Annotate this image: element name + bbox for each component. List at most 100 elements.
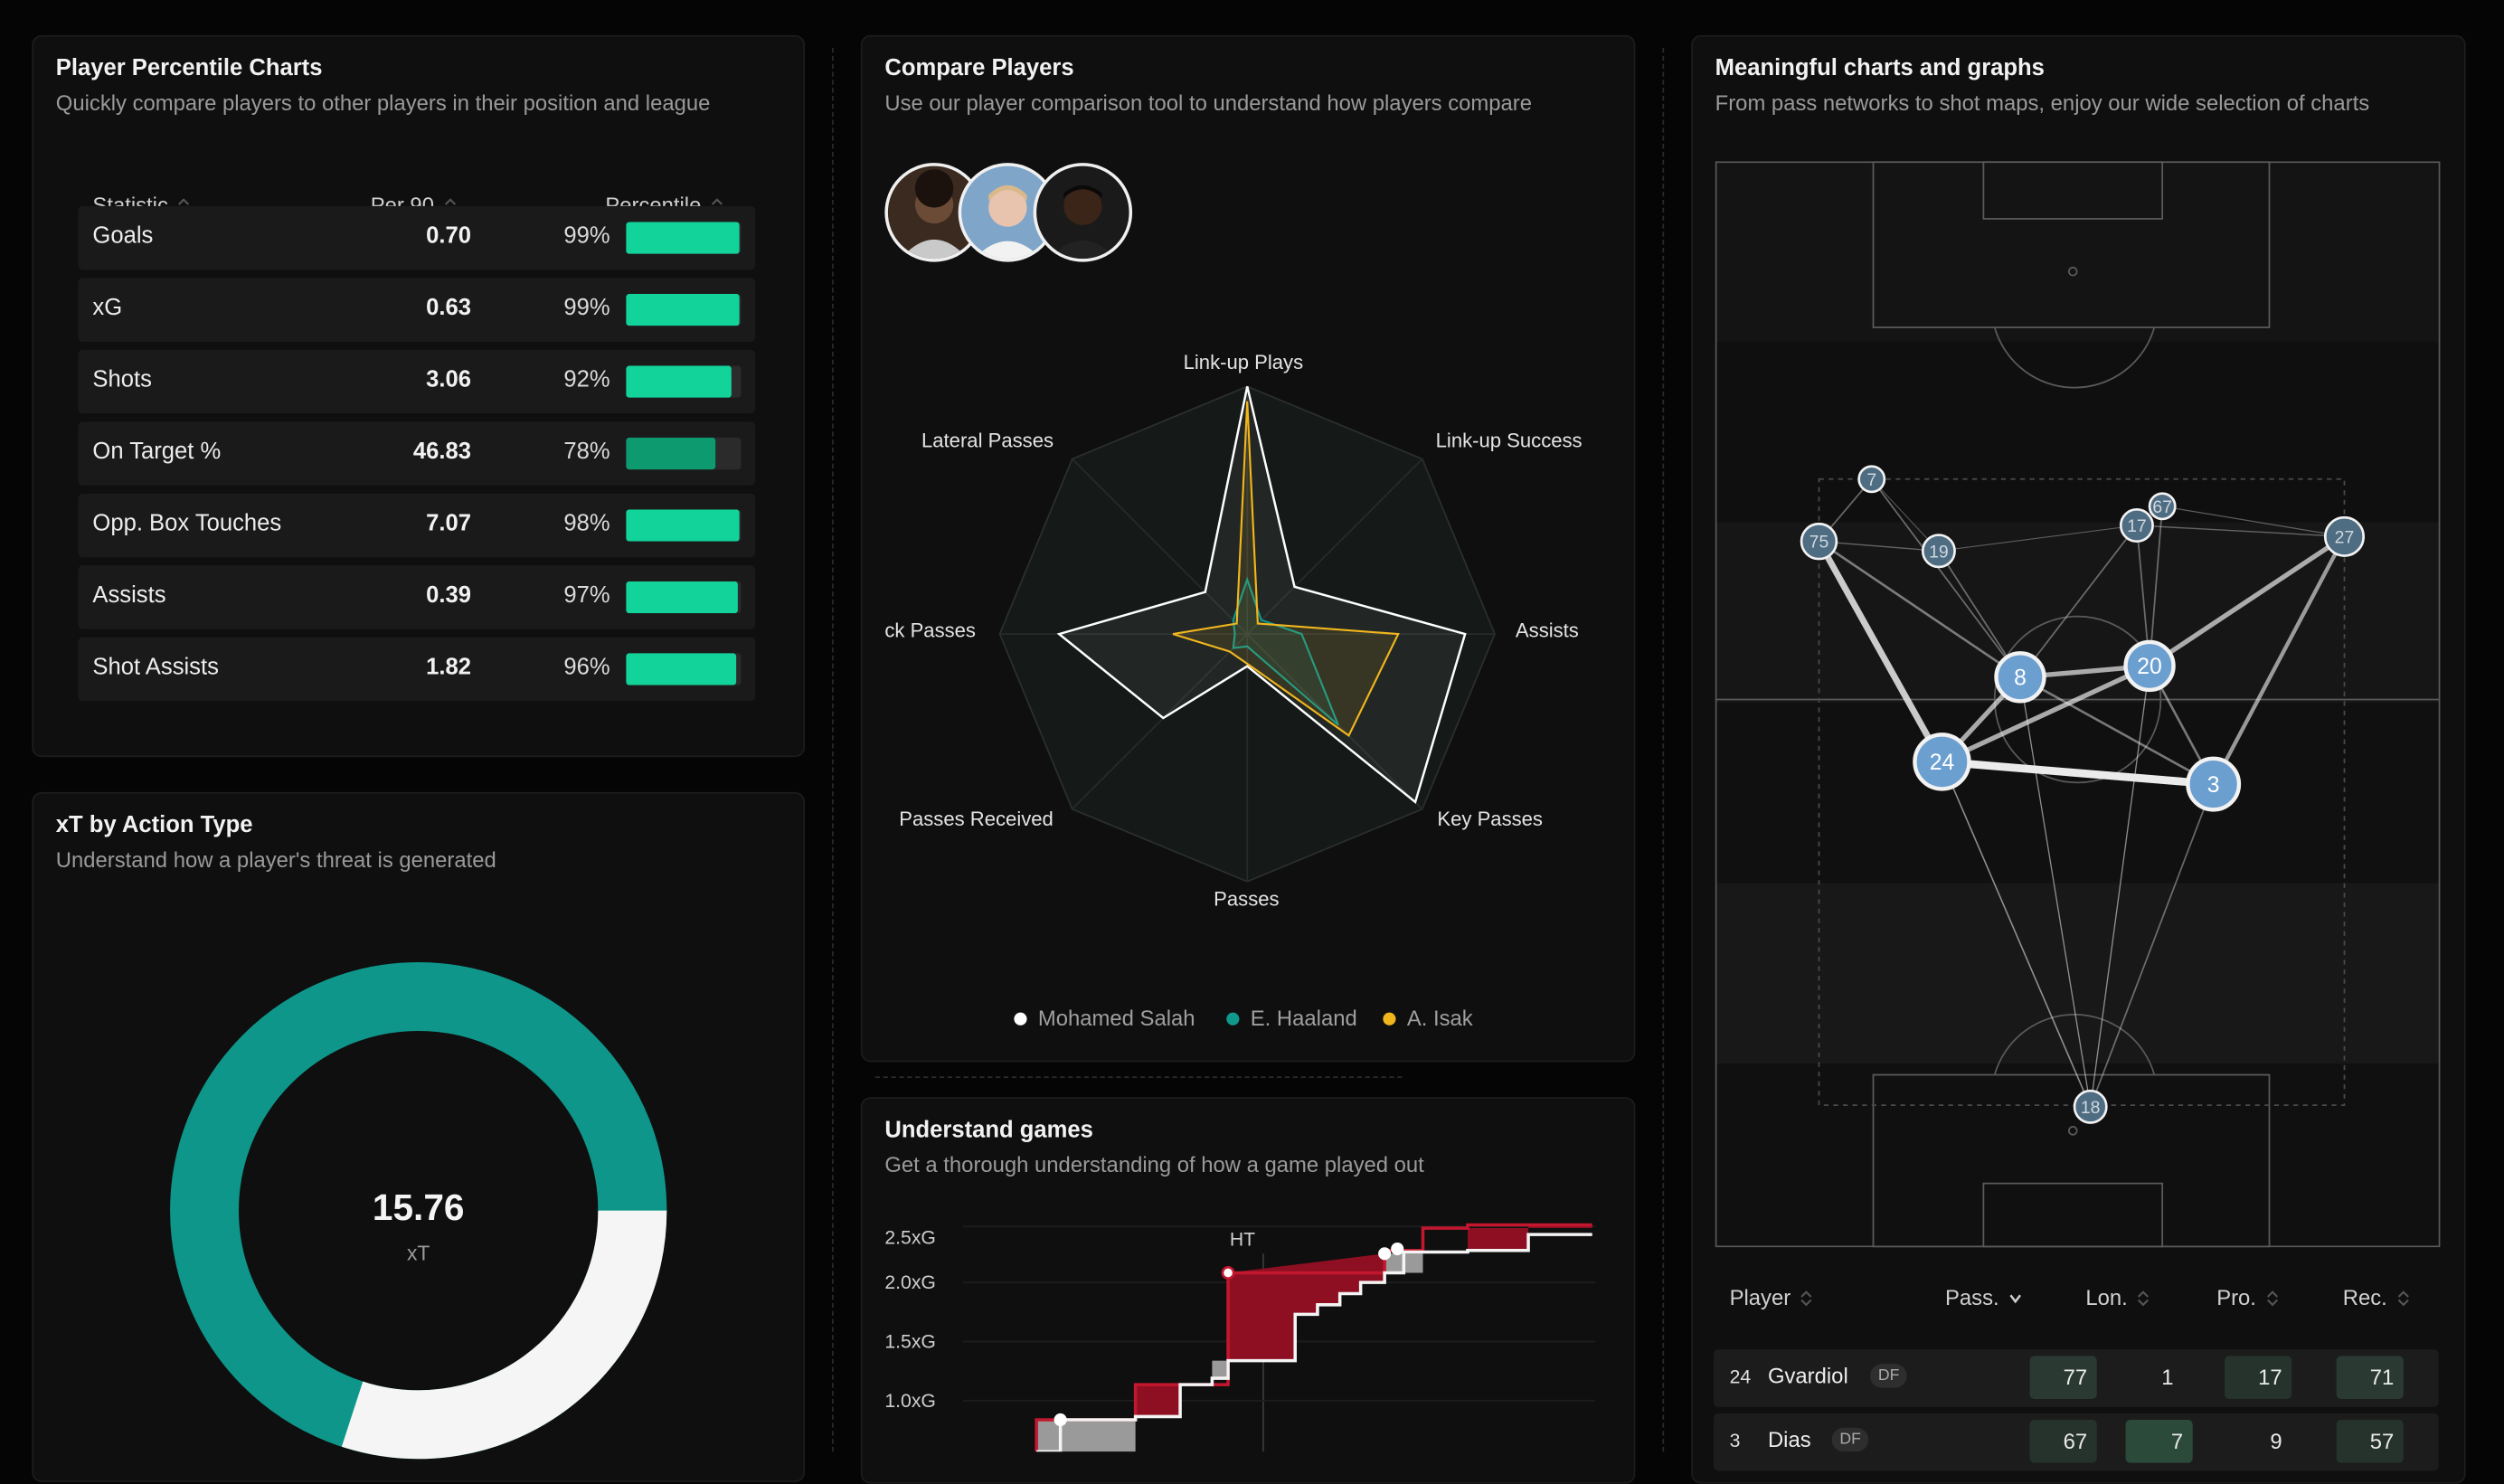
chevron-down-icon (2008, 1294, 2021, 1304)
radar-spoke (1072, 633, 1248, 810)
player-node[interactable] (1994, 651, 2046, 704)
column-header-passes[interactable]: Pass. (1945, 1286, 2021, 1309)
percentile-value: 99% (563, 295, 610, 321)
percentile-bar (626, 365, 742, 398)
per90-value: 0.70 (426, 223, 471, 250)
percentile-bar (626, 509, 742, 542)
column-header-received[interactable]: Rec. (2343, 1286, 2410, 1309)
percentile-bar (626, 581, 742, 614)
legend-item-haaland[interactable]: E. Haaland (1226, 1007, 1357, 1030)
sort-icon (2138, 1290, 2150, 1307)
player-node[interactable] (2323, 515, 2366, 557)
card-subtitle: From pass networks to shot maps, enjoy o… (1715, 90, 2370, 116)
player-node[interactable] (1913, 733, 1971, 791)
donut-segment-white[interactable] (341, 1210, 667, 1460)
sort-icon (1800, 1290, 1812, 1307)
player-node[interactable] (1921, 534, 1956, 569)
player-number: 3 (1729, 1429, 1741, 1452)
table-row[interactable]: Goals 0.70 99% (78, 205, 756, 270)
percentile-bar-fill (626, 509, 739, 542)
stat-name: Assists (92, 582, 166, 609)
radar-series-mohamed-salah[interactable] (1056, 386, 1467, 805)
percentile-bar-fill (626, 365, 732, 398)
radar-axis-label: Lateral Passes (921, 430, 1054, 452)
stat-name: Goals (92, 223, 154, 250)
percentile-value: 92% (563, 367, 610, 393)
radar-axis-label: Passes (1214, 887, 1280, 911)
player-node[interactable] (2123, 639, 2176, 693)
xg-diff-area-gray (1036, 1253, 1423, 1452)
position-badge: DF (1831, 1427, 1869, 1452)
position-badge: DF (1869, 1364, 1908, 1388)
table-row[interactable]: Assists 0.39 97% (78, 565, 756, 629)
player-node-label: 19 (1929, 542, 1949, 562)
percentile-bar (626, 437, 742, 470)
player-node[interactable] (2073, 1089, 2108, 1124)
pass-edge (2148, 534, 2346, 668)
table-row[interactable]: 24 Gvardiol DF 77 1 17 71 (1713, 1349, 2439, 1407)
table-row[interactable]: xG 0.63 99% (78, 278, 756, 342)
percentile-bar (626, 653, 742, 685)
player-node-label: 67 (2152, 497, 2172, 517)
percentile-bar-fill (626, 293, 741, 326)
legend-label: A. Isak (1406, 1006, 1473, 1031)
pass-edge (1942, 757, 2215, 789)
table-row[interactable]: 3 Dias DF 67 7 9 57 (1713, 1413, 2439, 1471)
header-label: Rec. (2342, 1285, 2387, 1310)
table-row[interactable]: Shot Assists 1.82 96% (78, 637, 756, 702)
player-number: 24 (1729, 1365, 1752, 1388)
home-xg-line (1035, 1223, 1592, 1452)
stat-name: xG (92, 295, 123, 321)
legend-item-isak[interactable]: A. Isak (1383, 1006, 1473, 1031)
avatar-isak[interactable] (1033, 163, 1133, 262)
table-row[interactable]: Shots 3.06 92% (78, 349, 756, 414)
pass-edge (2162, 506, 2345, 537)
pass-edge (2019, 676, 2215, 786)
per90-value: 7.07 (426, 511, 471, 537)
player-node[interactable] (1800, 522, 1838, 561)
radar-grid (998, 385, 1496, 883)
percentile-bar-fill (626, 581, 738, 614)
pass-edge (1941, 664, 2151, 764)
pass-edge (2089, 783, 2215, 1108)
legend-item-salah[interactable]: Mohamed Salah (1014, 1007, 1195, 1030)
xg-diff-area-red (1135, 1224, 1592, 1417)
column-header-player[interactable]: Player (1730, 1286, 1813, 1309)
pass-edge (1941, 761, 2092, 1108)
goal-marker[interactable] (1378, 1247, 1392, 1261)
per90-value: 0.39 (426, 582, 471, 609)
radar-axis-label: Passes Received (899, 808, 1054, 831)
radar-series-a-isak[interactable] (1172, 401, 1400, 737)
table-row[interactable]: On Target % 46.83 78% (78, 421, 756, 486)
card-title: Player Percentile Charts (55, 55, 323, 82)
radar-axis-label: Key Passes (1437, 808, 1543, 831)
player-portrait-icon (1049, 184, 1117, 260)
column-separator-right (1662, 47, 1665, 1452)
player-node-label: 18 (2081, 1098, 2101, 1118)
percentile-value: 99% (563, 223, 610, 250)
stat-name: On Target % (92, 439, 222, 465)
player-node-label: 24 (1930, 751, 1955, 775)
player-node[interactable] (2186, 756, 2242, 812)
card-subtitle: Use our player comparison tool to unders… (884, 90, 1532, 116)
y-tick-label: 1.5xG (884, 1330, 936, 1353)
goal-marker[interactable] (1221, 1265, 1235, 1281)
player-node[interactable] (2148, 492, 2177, 521)
per90-value: 1.82 (426, 655, 471, 681)
stat-name: Shot Assists (92, 655, 219, 681)
cell-received: 57 (2336, 1419, 2404, 1463)
per90-value: 46.83 (412, 439, 471, 465)
cell-progressive: 17 (2225, 1356, 2292, 1400)
column-header-long[interactable]: Lon. (2085, 1286, 2150, 1309)
avatar-salah[interactable] (884, 163, 984, 262)
percentile-bar-fill (626, 437, 716, 470)
player-node[interactable] (1857, 465, 1886, 494)
column-header-progressive[interactable]: Pro. (2216, 1286, 2278, 1309)
goal-marker[interactable] (1391, 1242, 1404, 1256)
player-node-label: 8 (2014, 666, 2027, 691)
table-row[interactable]: Opp. Box Touches 7.07 98% (78, 493, 756, 558)
goal-marker[interactable] (1054, 1413, 1067, 1427)
donut-total: 15.76 (373, 1186, 465, 1228)
player-node[interactable] (2119, 508, 2154, 543)
